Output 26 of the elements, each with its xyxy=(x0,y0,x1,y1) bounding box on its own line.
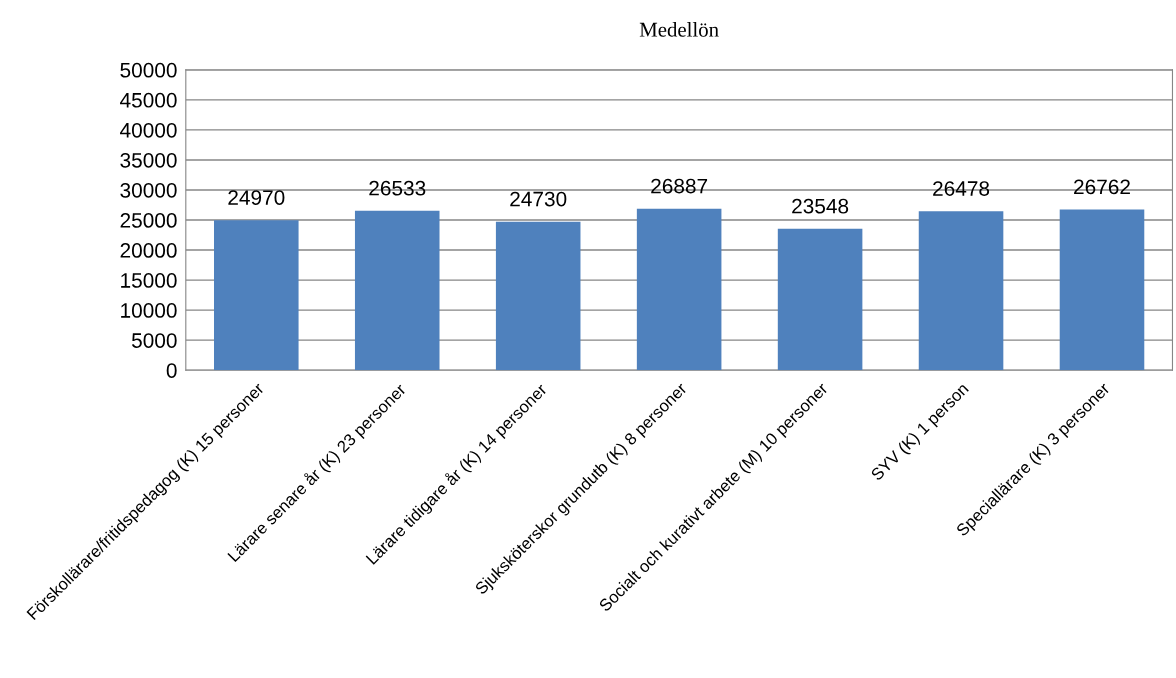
data-label: 26762 xyxy=(1074,179,1130,195)
bar xyxy=(214,220,299,371)
y-tick-label: 15000 xyxy=(121,273,177,288)
bar xyxy=(918,211,1004,371)
data-label: 23548 xyxy=(792,198,849,214)
y-tick-label: 50000 xyxy=(120,62,177,78)
data-label: 26533 xyxy=(369,180,426,196)
bar xyxy=(1059,209,1145,371)
y-tick-label: 5000 xyxy=(131,333,177,348)
y-tick-label: 30000 xyxy=(120,182,177,198)
y-tick-label: 20000 xyxy=(120,243,177,258)
data-label: 26478 xyxy=(933,181,990,196)
chart-title: Medellön xyxy=(639,22,719,37)
y-tick-label: 40000 xyxy=(120,122,177,138)
y-tick-label: 0 xyxy=(166,363,177,378)
y-tick-label: 35000 xyxy=(120,152,177,168)
y-tick-label: 10000 xyxy=(121,303,177,318)
data-label: 24730 xyxy=(510,191,567,207)
data-label: 24970 xyxy=(228,190,285,205)
data-label: 26887 xyxy=(651,178,708,194)
bar xyxy=(636,208,722,371)
bar xyxy=(495,221,581,371)
y-tick-label: 45000 xyxy=(120,92,177,108)
bar xyxy=(777,228,863,371)
y-tick-label: 25000 xyxy=(120,213,177,228)
bar xyxy=(354,210,440,371)
